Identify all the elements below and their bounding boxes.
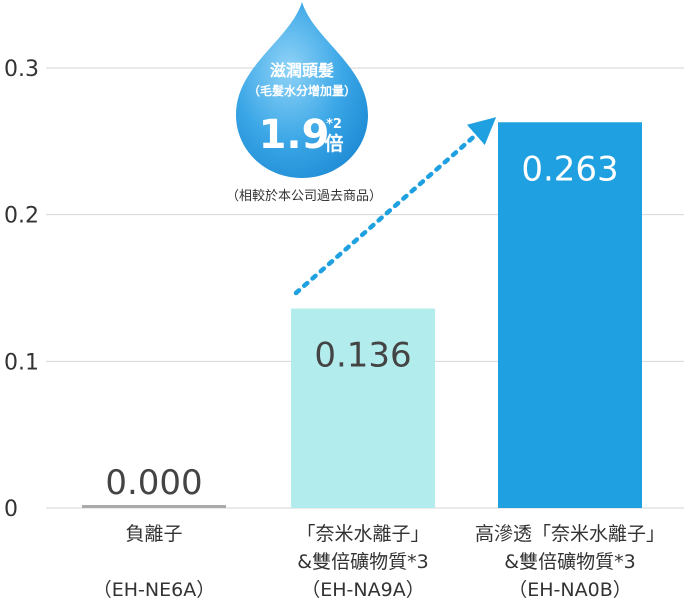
water-drop-badge: 滋潤頭髮 （毛髮水分增加量） 1.9 *2 倍 <box>236 2 368 178</box>
bar-value-label: 0.000 <box>105 463 202 503</box>
bar <box>82 505 226 508</box>
bar-value-label: 0.136 <box>314 336 411 376</box>
y-tick-label: 0.1 <box>4 350 39 375</box>
category-label-line: 高滲透「奈米水離子」 <box>475 523 665 545</box>
bars <box>82 122 642 509</box>
bar <box>498 122 642 509</box>
y-tick-label: 0 <box>4 497 18 522</box>
category-labels: 負離子 （EH-NE6A） 「奈米水離子」 &雙倍礦物質*3 （EH-NA9A） 高滲透「… <box>93 523 665 601</box>
drop-footnote-mark: *2 <box>326 117 342 132</box>
comparison-note: （相較於本公司過去商品） <box>226 188 382 204</box>
y-axis-ticks: 0 0.1 0.2 0.3 <box>4 57 39 522</box>
drop-multiplier: 1.9 <box>259 112 330 158</box>
value-labels: 0.000 0.136 0.263 <box>105 149 618 503</box>
y-tick-label: 0.3 <box>4 57 39 82</box>
drop-unit: 倍 <box>324 132 343 155</box>
y-tick-label: 0.2 <box>4 204 39 229</box>
category-label-line: 「奈米水離子」 <box>296 523 429 545</box>
category-label-line: （EH-NE6A） <box>93 579 215 601</box>
bar <box>291 308 435 508</box>
drop-title: 滋潤頭髮 <box>270 61 334 80</box>
bar-value-label: 0.263 <box>521 149 618 189</box>
category-label-line: &雙倍礦物質*3 <box>297 551 428 573</box>
water-drop-icon <box>236 2 368 178</box>
category-label-line: （EH-NA0B） <box>508 579 631 601</box>
drop-subtitle: （毛髮水分增加量） <box>248 83 356 98</box>
category-label-line: &雙倍礦物質*3 <box>504 551 635 573</box>
category-label-line: 負離子 <box>125 523 182 545</box>
trend-arrow <box>293 117 497 296</box>
category-label-line: （EH-NA9A） <box>301 579 424 601</box>
